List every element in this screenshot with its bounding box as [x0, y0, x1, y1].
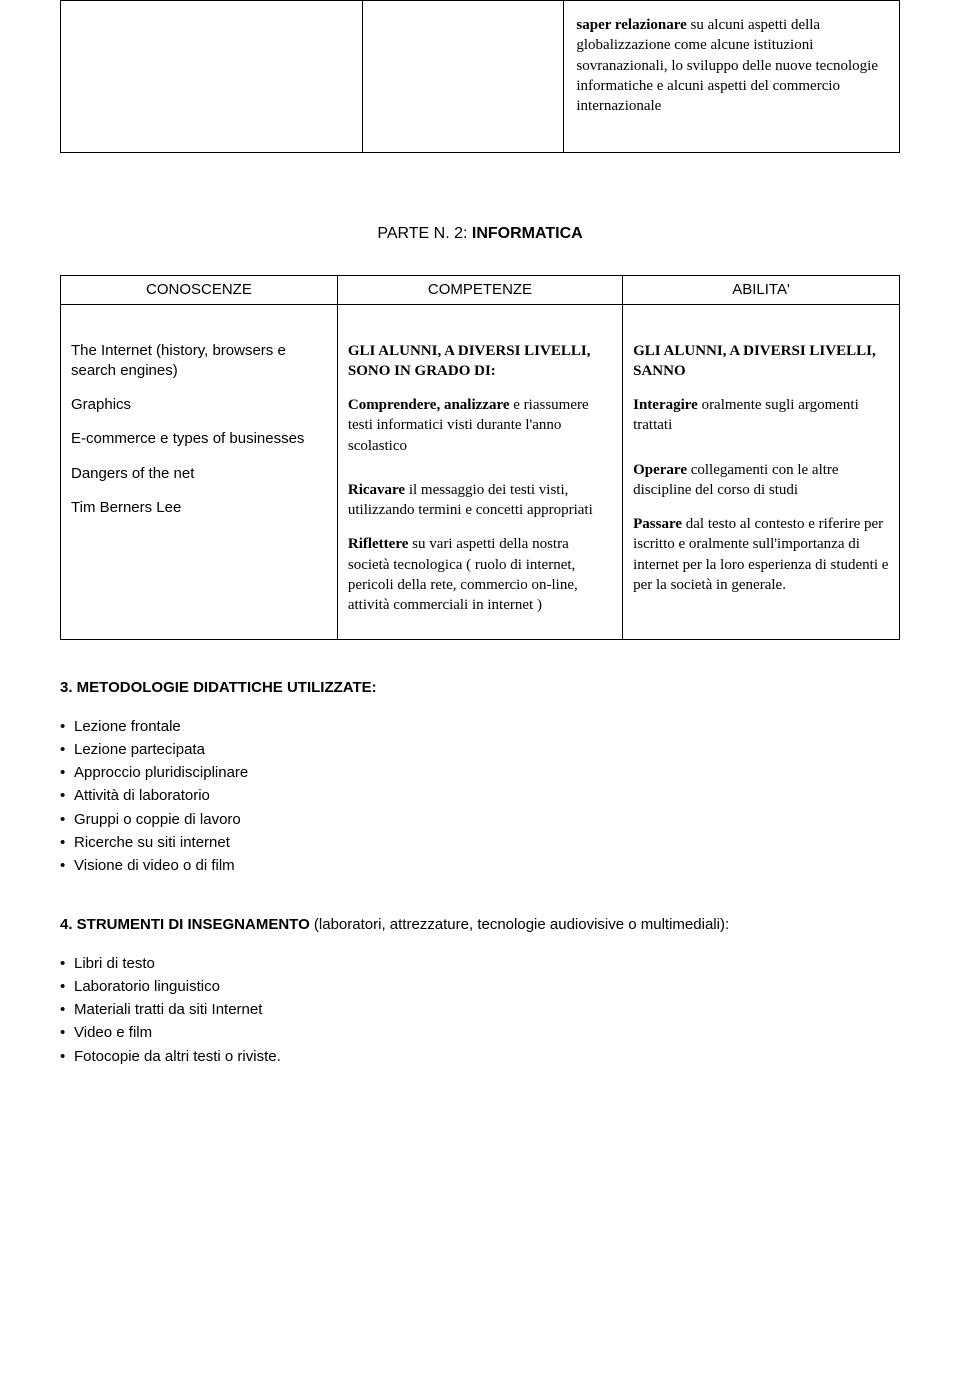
list-item: Ricerche su siti internet — [60, 831, 900, 854]
list-item: Lezione partecipata — [60, 738, 900, 761]
section4-list: Libri di testo Laboratorio linguistico M… — [60, 952, 900, 1068]
parte-title: INFORMATICA — [472, 225, 583, 242]
spacer-row — [61, 305, 900, 331]
conoscenze-p2: Graphics — [71, 395, 327, 415]
parte-heading: PARTE N. 2: INFORMATICA — [60, 223, 900, 245]
col-competenze: GLI ALUNNI, A DIVERSI LIVELLI, SONO IN G… — [337, 331, 622, 640]
abilita-p1: Interagire oralmente sugli argomenti tra… — [633, 395, 889, 436]
conoscenze-p3: E-commerce e types of businesses — [71, 429, 327, 449]
header-abilita: ABILITA' — [623, 275, 900, 304]
col-conoscenze: The Internet (history, browsers e search… — [61, 331, 338, 640]
competenze-p2: Ricavare il messaggio dei testi visti, u… — [348, 480, 612, 521]
top-cell-3-text: saper relazionare su alcuni aspetti dell… — [576, 17, 878, 114]
top-cell-2 — [363, 1, 564, 153]
table-header-row: CONOSCENZE COMPETENZE ABILITA' — [61, 275, 900, 304]
header-conoscenze: CONOSCENZE — [61, 275, 338, 304]
parte-prefix: PARTE N. 2: — [377, 225, 472, 242]
top-cell-1 — [61, 1, 363, 153]
section4-heading-bold: 4. STRUMENTI DI INSEGNAMENTO — [60, 916, 314, 933]
list-item: Gruppi o coppie di lavoro — [60, 808, 900, 831]
top-cell-3: saper relazionare su alcuni aspetti dell… — [564, 1, 900, 153]
list-item: Attività di laboratorio — [60, 784, 900, 807]
col-abilita: GLI ALUNNI, A DIVERSI LIVELLI, SANNO Int… — [623, 331, 900, 640]
list-item: Materiali tratti da siti Internet — [60, 998, 900, 1021]
conoscenze-p4: Dangers of the net — [71, 464, 327, 484]
section3-heading: 3. METODOLOGIE DIDATTICHE UTILIZZATE: — [60, 678, 900, 698]
list-item: Laboratorio linguistico — [60, 975, 900, 998]
competenze-table: CONOSCENZE COMPETENZE ABILITA' The Inter… — [60, 275, 900, 641]
section3-list: Lezione frontale Lezione partecipata App… — [60, 715, 900, 878]
abilita-p3: Passare dal testo al contesto e riferire… — [633, 514, 889, 595]
list-item: Approccio pluridisciplinare — [60, 761, 900, 784]
abilita-colhead: GLI ALUNNI, A DIVERSI LIVELLI, SANNO — [633, 341, 889, 382]
list-item: Video e film — [60, 1021, 900, 1044]
list-item: Libri di testo — [60, 952, 900, 975]
list-item: Lezione frontale — [60, 715, 900, 738]
conoscenze-p1: The Internet (history, browsers e search… — [71, 341, 327, 382]
conoscenze-p5: Tim Berners Lee — [71, 498, 327, 518]
competenze-p1: Comprendere, analizzare e riassumere tes… — [348, 395, 612, 456]
abilita-p2: Operare collegamenti con le altre discip… — [633, 460, 889, 501]
list-item: Fotocopie da altri testi o riviste. — [60, 1045, 900, 1068]
table-content-row: The Internet (history, browsers e search… — [61, 331, 900, 640]
header-competenze: COMPETENZE — [337, 275, 622, 304]
top-table: saper relazionare su alcuni aspetti dell… — [60, 0, 900, 153]
competenze-colhead: GLI ALUNNI, A DIVERSI LIVELLI, SONO IN G… — [348, 341, 612, 382]
section4-heading-rest: (laboratori, attrezzature, tecnologie au… — [314, 916, 729, 933]
competenze-p3: Riflettere su vari aspetti della nostra … — [348, 534, 612, 615]
section4-heading: 4. STRUMENTI DI INSEGNAMENTO (laboratori… — [60, 915, 900, 935]
list-item: Visione di video o di film — [60, 854, 900, 877]
